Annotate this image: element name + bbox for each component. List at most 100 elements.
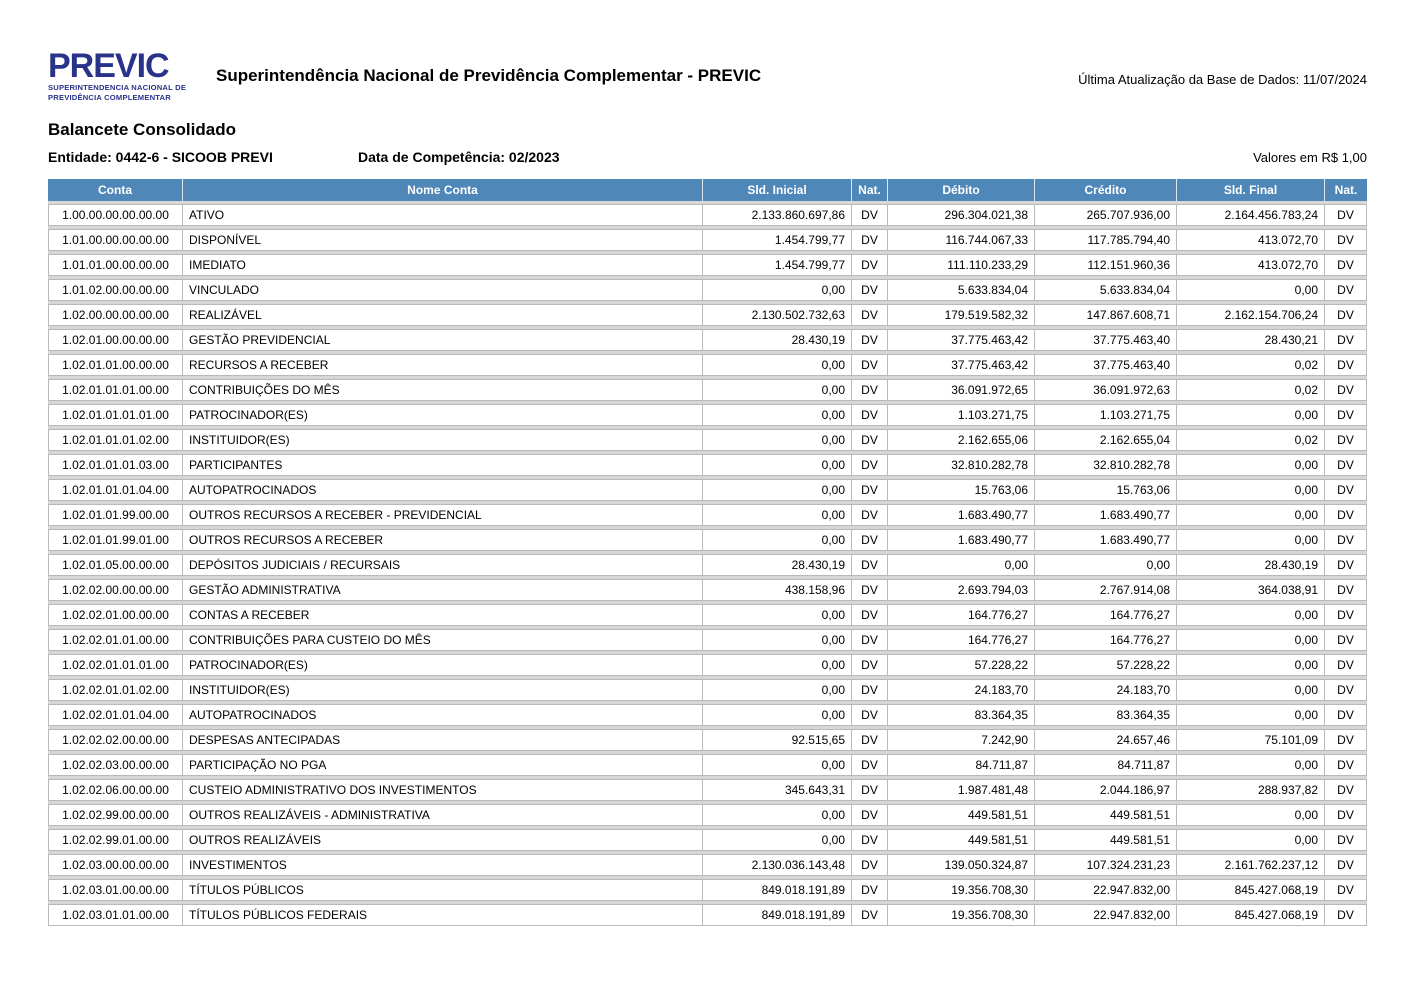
nat-final-cell: DV (1325, 504, 1367, 526)
credito-cell: 5.633.834,04 (1035, 279, 1177, 301)
sld-final-cell: 2.164.456.783,24 (1177, 204, 1325, 226)
nat-final-cell: DV (1325, 554, 1367, 576)
account-name-cell: GESTÃO ADMINISTRATIVA (183, 579, 703, 601)
table-row: 1.02.02.00.00.00.00 GESTÃO ADMINISTRATIVA… (48, 579, 1367, 601)
sld-inicial-cell: 2.130.502.732,63 (703, 304, 852, 326)
table-row: 1.02.02.03.00.00.00 PARTICIPAÇÃO NO PGA 0,… (48, 754, 1367, 776)
nat-inicial-cell: DV (852, 754, 888, 776)
account-code-cell: 1.02.01.00.00.00.00 (48, 329, 183, 351)
nat-final-cell: DV (1325, 529, 1367, 551)
nat-inicial-cell: DV (852, 879, 888, 901)
sld-final-cell: 0,00 (1177, 679, 1325, 701)
sld-final-cell: 0,00 (1177, 479, 1325, 501)
previc-logo: PREVIC SUPERINTENDENCIA NACIONAL DE PREV… (48, 49, 200, 102)
table-row: 1.02.01.01.01.02.00 INSTITUIDOR(ES) 0,00 DV… (48, 429, 1367, 451)
debito-cell: 19.356.708,30 (888, 904, 1035, 926)
table-row: 1.02.02.01.00.00.00 CONTAS A RECEBER 0,00 D… (48, 604, 1367, 626)
nat-inicial-cell: DV (852, 304, 888, 326)
debito-cell: 296.304.021,38 (888, 204, 1035, 226)
credito-cell: 265.707.936,00 (1035, 204, 1177, 226)
table-row: 1.02.02.01.01.02.00 INSTITUIDOR(ES) 0,00 DV… (48, 679, 1367, 701)
account-name-cell: AUTOPATROCINADOS (183, 479, 703, 501)
nat-inicial-cell: DV (852, 204, 888, 226)
account-name-cell: AUTOPATROCINADOS (183, 704, 703, 726)
nat-final-cell: DV (1325, 454, 1367, 476)
debito-cell: 24.183,70 (888, 679, 1035, 701)
sld-inicial-cell: 0,00 (703, 379, 852, 401)
account-name-cell: INSTITUIDOR(ES) (183, 429, 703, 451)
nat-inicial-cell: DV (852, 404, 888, 426)
credito-cell: 107.324.231,23 (1035, 854, 1177, 876)
nat-inicial-cell: DV (852, 479, 888, 501)
table-row: 1.02.01.05.00.00.00 DEPÓSITOS JUDICIAIS /… (48, 554, 1367, 576)
page-header: PREVIC SUPERINTENDENCIA NACIONAL DE PREV… (48, 49, 1367, 102)
debito-cell: 116.744.067,33 (888, 229, 1035, 251)
debito-cell: 57.228,22 (888, 654, 1035, 676)
sld-final-cell: 0,02 (1177, 354, 1325, 376)
account-code-cell: 1.00.00.00.00.00.00 (48, 204, 183, 226)
sld-final-cell: 0,00 (1177, 629, 1325, 651)
sld-final-cell: 288.937,82 (1177, 779, 1325, 801)
account-code-cell: 1.02.02.06.00.00.00 (48, 779, 183, 801)
sld-inicial-cell: 28.430,19 (703, 329, 852, 351)
account-code-cell: 1.02.00.00.00.00.00 (48, 304, 183, 326)
nat-inicial-cell: DV (852, 679, 888, 701)
nat-inicial-cell: DV (852, 554, 888, 576)
nat-final-cell: DV (1325, 279, 1367, 301)
sld-final-cell: 0,00 (1177, 454, 1325, 476)
sld-inicial-cell: 0,00 (703, 479, 852, 501)
account-name-cell: OUTROS REALIZÁVEIS (183, 829, 703, 851)
sld-final-cell: 28.430,19 (1177, 554, 1325, 576)
table-row: 1.02.02.01.01.04.00 AUTOPATROCINADOS 0,00 D… (48, 704, 1367, 726)
sld-final-cell: 0,00 (1177, 404, 1325, 426)
col-header-conta: Conta (48, 179, 183, 201)
debito-cell: 179.519.582,32 (888, 304, 1035, 326)
account-name-cell: ATIVO (183, 204, 703, 226)
nat-final-cell: DV (1325, 479, 1367, 501)
nat-final-cell: DV (1325, 754, 1367, 776)
debito-cell: 32.810.282,78 (888, 454, 1035, 476)
debito-cell: 449.581,51 (888, 829, 1035, 851)
credito-cell: 2.162.655,04 (1035, 429, 1177, 451)
credito-cell: 1.683.490,77 (1035, 529, 1177, 551)
account-name-cell: CONTRIBUIÇÕES PARA CUSTEIO DO MÊS (183, 629, 703, 651)
account-code-cell: 1.01.01.00.00.00.00 (48, 254, 183, 276)
table-row: 1.02.01.01.01.04.00 AUTOPATROCINADOS 0,00 D… (48, 479, 1367, 501)
sld-inicial-cell: 28.430,19 (703, 554, 852, 576)
credito-cell: 22.947.832,00 (1035, 904, 1177, 926)
account-code-cell: 1.02.03.01.01.00.00 (48, 904, 183, 926)
debito-cell: 0,00 (888, 554, 1035, 576)
account-code-cell: 1.02.03.00.00.00.00 (48, 854, 183, 876)
sld-final-cell: 0,00 (1177, 654, 1325, 676)
balance-table-body: 1.00.00.00.00.00.00 ATIVO 2.133.860.697,86… (48, 204, 1367, 926)
sld-final-cell: 0,00 (1177, 829, 1325, 851)
table-row: 1.02.01.00.00.00.00 GESTÃO PREVIDENCIAL 28… (48, 329, 1367, 351)
debito-cell: 2.162.655,06 (888, 429, 1035, 451)
debito-cell: 1.103.271,75 (888, 404, 1035, 426)
credito-cell: 24.657,46 (1035, 729, 1177, 751)
last-update-note: Última Atualização da Base de Dados: 11/… (1078, 71, 1367, 87)
debito-cell: 37.775.463,42 (888, 354, 1035, 376)
account-code-cell: 1.02.03.01.00.00.00 (48, 879, 183, 901)
credito-cell: 1.683.490,77 (1035, 504, 1177, 526)
account-name-cell: CONTRIBUIÇÕES DO MÊS (183, 379, 703, 401)
nat-final-cell: DV (1325, 379, 1367, 401)
credito-cell: 2.044.186,97 (1035, 779, 1177, 801)
sld-final-cell: 75.101,09 (1177, 729, 1325, 751)
account-name-cell: PATROCINADOR(ES) (183, 654, 703, 676)
account-code-cell: 1.02.01.01.01.02.00 (48, 429, 183, 451)
sld-final-cell: 0,00 (1177, 604, 1325, 626)
nat-inicial-cell: DV (852, 504, 888, 526)
table-row: 1.02.01.01.01.01.00 PATROCINADOR(ES) 0,00 D… (48, 404, 1367, 426)
nat-final-cell: DV (1325, 604, 1367, 626)
account-name-cell: DESPESAS ANTECIPADAS (183, 729, 703, 751)
account-name-cell: IMEDIATO (183, 254, 703, 276)
account-name-cell: GESTÃO PREVIDENCIAL (183, 329, 703, 351)
col-header-credito: Crédito (1035, 179, 1177, 201)
sld-inicial-cell: 0,00 (703, 404, 852, 426)
sld-inicial-cell: 0,00 (703, 704, 852, 726)
sld-inicial-cell: 849.018.191,89 (703, 879, 852, 901)
nat-final-cell: DV (1325, 629, 1367, 651)
table-row: 1.02.03.01.00.00.00 TÍTULOS PÚBLICOS 849.0… (48, 879, 1367, 901)
col-header-sld-inicial: Sld. Inicial (703, 179, 852, 201)
